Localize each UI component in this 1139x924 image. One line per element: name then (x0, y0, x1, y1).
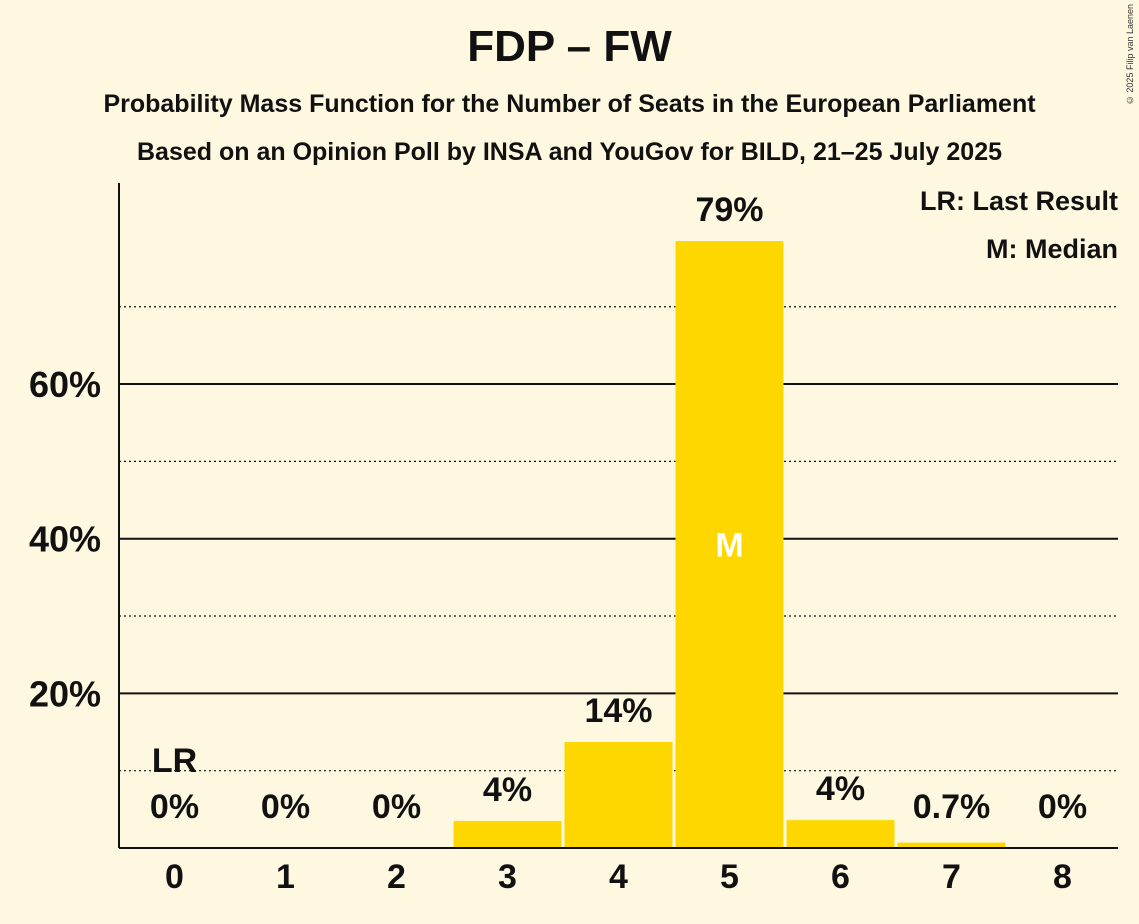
data-label: 0% (1038, 788, 1087, 826)
y-tick-label: 40% (29, 519, 101, 560)
x-tick-label: 6 (831, 858, 850, 896)
bar (675, 240, 784, 848)
legend-entry: M: Median (986, 234, 1118, 264)
bar (453, 820, 562, 848)
data-label: 4% (816, 770, 865, 808)
chart-subtitle: Probability Mass Function for the Number… (103, 90, 1036, 118)
x-tick-label: 2 (387, 858, 406, 896)
chart-subtitle-source: Based on an Opinion Poll by INSA and You… (136, 138, 1002, 166)
data-label: 14% (584, 692, 652, 730)
data-label: 0% (150, 788, 199, 826)
median-marker: M (715, 526, 743, 564)
x-tick-label: 1 (276, 858, 295, 896)
x-tick-label: 4 (609, 858, 628, 896)
x-tick-label: 7 (942, 858, 961, 896)
data-label: 0% (261, 788, 310, 826)
y-tick-label: 20% (29, 673, 101, 714)
x-tick-label: 3 (498, 858, 517, 896)
bar (564, 742, 673, 848)
data-label: 4% (483, 771, 532, 809)
legend-entry: LR: Last Result (920, 186, 1118, 216)
bar (897, 842, 1006, 848)
x-tick-label: 0 (165, 858, 184, 896)
last-result-marker: LR (152, 742, 197, 780)
chart-title: FDP – FW (467, 22, 672, 71)
y-tick-label: 60% (29, 364, 101, 405)
x-tick-label: 8 (1053, 858, 1072, 896)
data-label: 0% (372, 788, 421, 826)
data-label: 79% (695, 191, 763, 229)
data-label: 0.7% (913, 788, 991, 826)
x-tick-label: 5 (720, 858, 739, 896)
bar (786, 820, 895, 848)
